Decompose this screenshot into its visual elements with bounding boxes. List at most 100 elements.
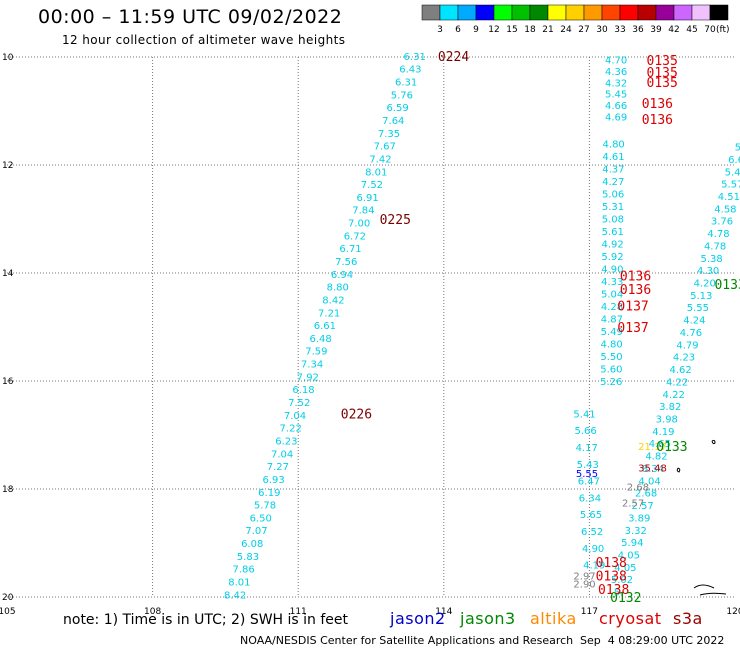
colorbar-swatch [493,4,513,21]
wave-height-value: 8.42 [224,590,246,601]
wave-height-value: 5.61 [602,227,624,238]
wave-height-value: 5.55 [687,303,709,314]
colorbar-tick-label: 6 [455,25,461,35]
latitude-label: 16 [2,377,14,387]
wave-height-value: 6.94 [331,270,353,281]
latitude-label: 14 [2,269,14,279]
satellite-legend-jason2: jason2 [390,609,446,628]
wave-height-value: 5.26 [600,377,622,388]
wave-height-value: 7.59 [305,347,327,358]
latitude-label: 20 [2,593,14,603]
wave-height-value: 4.70 [605,56,627,67]
wave-height-value: 4.32 [605,78,627,89]
wave-height-value: 7.07 [245,526,267,537]
credit-line: NOAA/NESDIS Center for Satellite Applica… [240,634,574,647]
colorbar-swatch [709,4,729,21]
wave-height-value: 4.62 [669,365,691,376]
wave-height-value: 3.32 [625,526,647,537]
wave-height-value: 7.34 [301,360,323,371]
wave-height-value: 7.64 [382,116,404,127]
wave-height-value: 4.92 [602,239,624,250]
latitude-label: 10 [2,53,14,63]
wave-height-value: 4.66 [605,101,627,112]
wave-height-value: 5.94 [621,538,643,549]
wave-height-value: 7.27 [267,462,289,473]
wave-height-value: 7.42 [369,154,391,165]
wave-height-value: 7.21 [318,308,340,319]
wave-height-value: 4.23 [673,353,695,364]
wave-height-value: 6.34 [579,493,601,504]
units-note: note: 1) Time is in UTC; 2) SWH is in fe… [63,612,349,628]
colorbar-tick-label: 12 [488,25,499,35]
wave-height-value: 5.41 [573,409,595,420]
wave-height-value: 4.05 [618,551,640,562]
wave-height-value: 4.27 [602,177,624,188]
pass-time-label: 0136 [620,283,651,298]
pass-time-label: 0135 [647,54,678,69]
colorbar-swatch [475,4,495,21]
wave-height-value: 7.84 [352,206,374,217]
wave-height-value: 5.57 [721,180,740,191]
colorbar-tick-label: 45 [686,25,697,35]
colorbar-swatch [583,4,603,21]
colorbar-swatch [565,4,585,21]
satellite-legend-s3a: s3a [673,609,703,628]
wave-height-value: 4.79 [676,340,698,351]
wave-height-value: 8.80 [327,283,349,294]
colorbar-swatch [547,4,567,21]
wave-height-value: 6.18 [292,385,314,396]
colorbar-tick-label: 33 [614,25,625,35]
wave-height-value: 6.31 [395,78,417,89]
coastline [676,439,727,596]
wave-height-value: 2.57 [632,501,654,512]
wave-height-value: 5.08 [602,214,624,225]
wave-height-value: 5.06 [602,189,624,200]
wave-height-value: 5.45 [605,90,627,101]
wave-height-value: 5.02 [611,575,633,586]
wave-height-value: 5.66 [574,426,596,437]
colorbar-tick-label: 9 [473,25,479,35]
wave-height-value: 6.61 [314,321,336,332]
wave-height-value: 2.97 [573,571,595,582]
wave-height-value: 6.71 [339,244,361,255]
wave-height-value: 6.43 [399,65,421,76]
wave-height-value: 4.80 [600,339,622,350]
wave-height-value: 5.3 [735,143,740,154]
wave-height-value: 5.49 [601,327,623,338]
wave-height-value: 7.56 [335,257,357,268]
wave-height-value: 4.90 [601,264,623,275]
colorbar-tick-label: 24 [560,25,572,35]
wave-height-value: 5.83 [237,552,259,563]
wave-height-value: 4.33 [601,277,623,288]
pass-time-label: 0136 [620,270,651,285]
wave-height-value: 5.60 [600,364,622,375]
wave-height-value: 4.17 [576,443,598,454]
pass-time-label: 0137 [617,299,648,314]
pass-time-label: 0224 [438,50,469,65]
wave-height-value: 4.61 [602,152,624,163]
wave-height-value: 2.57 [622,499,644,510]
pass-time-label: 0136 [642,113,673,128]
wave-height-value: 6.19 [258,488,280,499]
longitude-label: 117 [581,607,598,617]
wave-height-value: 6.08 [241,539,263,550]
wave-height-value: 3.98 [656,415,678,426]
colorbar-tick-label: 30 [596,25,608,35]
colorbar-unit-label: (ft) [716,25,730,35]
wave-height-value: 4.69 [605,112,627,123]
wave-height-value: 2.68 [627,482,649,493]
wave-height-value: 7.22 [280,424,302,435]
wave-height-value: 7.04 [284,411,306,422]
wave-height-value: 4.78 [707,229,729,240]
wave-height-value: 5.38 [700,254,722,265]
longitude-label: 105 [0,607,16,617]
wave-height-value: 4.24 [683,316,705,327]
wave-height-value: 7.52 [288,398,310,409]
pass-time-label: 0226 [341,407,372,422]
satellite-legend-altika: altika [530,609,577,628]
wave-height-value: 4.04 [638,476,660,487]
plot-area: 6.316.436.315.766.597.647.357.677.428.01… [224,50,740,602]
wave-height-value: 5.78 [254,501,276,512]
colorbar-swatch [691,4,711,21]
